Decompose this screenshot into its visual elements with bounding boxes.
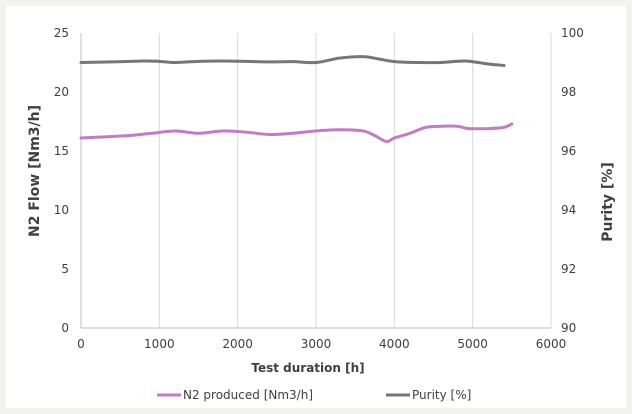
x-tick-label-3000: 3000 bbox=[301, 337, 332, 351]
y-left-tick-labels: 0 5 10 15 20 25 bbox=[54, 26, 69, 335]
legend: N2 produced [Nm3/h] Purity [%] bbox=[157, 388, 471, 402]
y-right-tick-label-98: 98 bbox=[561, 85, 576, 99]
legend-label-n2: N2 produced [Nm3/h] bbox=[183, 388, 313, 402]
x-tick-label-4000: 4000 bbox=[379, 337, 410, 351]
x-tick-label-1000: 1000 bbox=[144, 337, 175, 351]
y-right-tick-label-94: 94 bbox=[561, 203, 576, 217]
y-left-tick-label-5: 5 bbox=[61, 262, 69, 276]
y-left-tick-label-0: 0 bbox=[61, 321, 69, 335]
y-left-tick-label-15: 15 bbox=[54, 144, 69, 158]
series-line-0 bbox=[79, 122, 514, 144]
chart-frame: 0 1000 2000 3000 4000 5000 6000 0 5 10 15 20 25 90 9… bbox=[6, 6, 626, 408]
y-left-axis-title: N2 Flow [Nm3/h] bbox=[27, 105, 43, 237]
x-tick-labels: 0 1000 2000 3000 4000 5000 6000 bbox=[77, 337, 566, 351]
y-right-tick-labels: 90 92 94 96 98 100 bbox=[561, 26, 584, 335]
series-line-1 bbox=[79, 55, 506, 67]
y-left-tick-label-25: 25 bbox=[54, 26, 69, 40]
x-tick-label-6000: 6000 bbox=[536, 337, 567, 351]
y-right-axis-title: Purity [%] bbox=[600, 162, 616, 241]
x-tick-label-2000: 2000 bbox=[222, 337, 253, 351]
axes bbox=[80, 33, 551, 329]
series-lines bbox=[79, 55, 514, 144]
grid-lines bbox=[158, 33, 552, 328]
x-axis-title: Test duration [h] bbox=[251, 361, 364, 375]
y-right-tick-label-96: 96 bbox=[561, 144, 576, 158]
y-right-tick-label-100: 100 bbox=[561, 26, 584, 40]
legend-label-purity: Purity [%] bbox=[412, 388, 471, 402]
y-right-tick-label-92: 92 bbox=[561, 262, 576, 276]
y-left-tick-label-10: 10 bbox=[54, 203, 69, 217]
y-right-tick-label-90: 90 bbox=[561, 321, 576, 335]
y-left-tick-label-20: 20 bbox=[54, 85, 69, 99]
x-tick-label-5000: 5000 bbox=[457, 337, 488, 351]
x-tick-label-0: 0 bbox=[77, 337, 85, 351]
